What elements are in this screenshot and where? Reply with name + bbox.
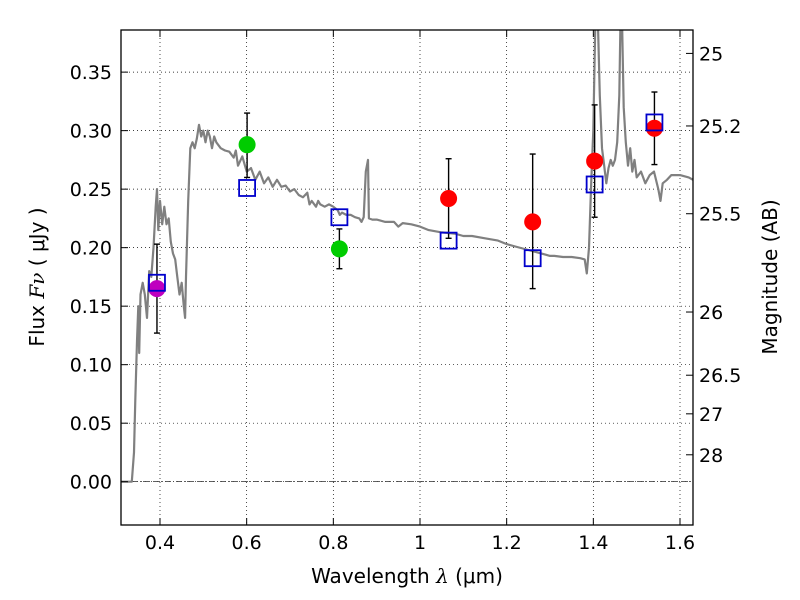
data-points-layer [148,91,664,334]
ticks-layer: 0.4 0.6 0.8 1 1.2 1.4 1.6 0.00 0.05 0.10 0.15 0.20 0… [70,30,741,554]
model-photometry-square [585,175,604,194]
y2-tick-label: 25.5 [699,204,741,226]
observed-point-green [330,240,348,258]
observed-point-red [586,152,604,170]
x-tick-label: 0.6 [232,532,262,554]
observed-point-magenta [148,280,166,298]
model-photometry-square [523,249,542,268]
y2-tick-label: 27 [699,404,723,426]
model-photometry-square [645,113,664,132]
observed-point-red [524,213,542,231]
x-tick-label: 1 [414,532,426,554]
y-tick-label: 0.10 [70,355,112,377]
x-tick-label: 0.4 [145,532,175,554]
model-spectrum-line [121,30,693,483]
y-tick-label: 0.25 [70,179,112,201]
y2-tick-label: 26.5 [699,365,741,387]
y-tick-label: 0.20 [70,238,112,260]
observed-point-green [238,136,256,154]
y-tick-label: 0.15 [70,296,112,318]
y2-tick-label: 26 [699,302,723,324]
y-tick-label: 0.05 [70,413,112,435]
y-tick-label: 0.35 [70,62,112,84]
model-spectrum-layer [121,30,693,483]
x-tick-label: 1.2 [492,532,522,554]
y-tick-label: 0.30 [70,121,112,143]
model-photometry-square [238,179,257,197]
x-tick-label: 0.8 [318,532,348,554]
x-axis-label: Wavelength λ (μm) [311,564,503,588]
model-photometry-square [439,231,458,250]
grid [121,30,693,525]
observed-point-red [440,190,458,208]
plot-frame [120,29,694,526]
y2-tick-label: 28 [699,445,723,467]
model-photometry-square [148,273,166,292]
y2-tick-label: 25.2 [699,116,741,138]
x-tick-label: 1.4 [578,532,608,554]
y-axis-label: Flux Fν ( μJy ) [25,207,49,346]
y2-axis-label: Magnitude (AB) [758,199,782,354]
observed-point-red [645,119,663,137]
y-tick-label: 0.00 [70,472,112,494]
y2-tick-label: 25 [699,43,723,65]
x-tick-label: 1.6 [665,532,695,554]
model-photometry-square [330,208,349,227]
